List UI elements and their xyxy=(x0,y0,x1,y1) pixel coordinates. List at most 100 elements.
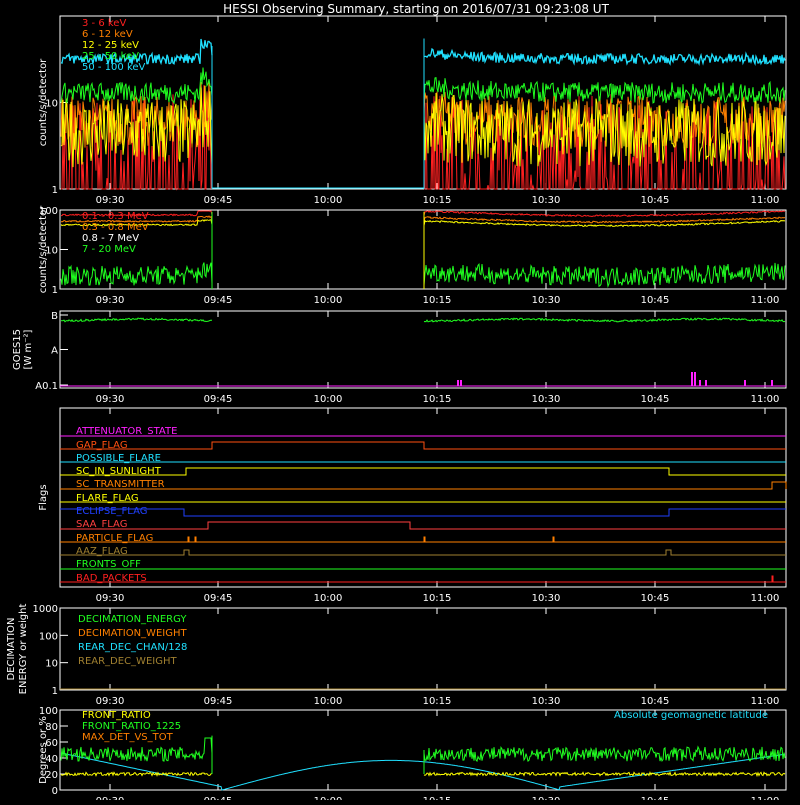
latitude-annotation: Absolute geomagnetic latitude xyxy=(614,710,768,721)
panel5-ylabel-line2: ENERGY or weight xyxy=(18,604,29,695)
flag-trace xyxy=(60,575,786,583)
time-tick-label: 10:30 xyxy=(532,195,561,206)
time-tick-label: 09:45 xyxy=(204,593,233,604)
gamma-series-2 xyxy=(60,215,786,224)
panel6-ylabel: Degrees or % xyxy=(38,716,49,784)
panel1-ylabel: counts/s/detector xyxy=(38,58,49,146)
legend-item: 0.8 - 7 MeV xyxy=(82,233,139,244)
time-tick-label: 10:30 xyxy=(532,796,561,800)
y-tick-label: 10 xyxy=(45,99,58,110)
flag-trace xyxy=(60,441,786,450)
time-tick-label: 10:00 xyxy=(314,593,343,604)
flag-label: PARTICLE_FLAG xyxy=(76,533,153,544)
goes-flux-line xyxy=(60,317,786,323)
time-tick-label: 10:45 xyxy=(641,394,670,405)
time-tick-label: 11:00 xyxy=(751,796,780,800)
front-ratio-1225-line xyxy=(60,737,786,763)
panel-frame-4 xyxy=(59,407,787,588)
time-tick-label: 09:45 xyxy=(204,394,233,405)
y-tick-label: 1 xyxy=(52,686,58,697)
legend-item: FRONT_RATIO xyxy=(82,710,151,721)
legend-item: REAR_DEC_WEIGHT xyxy=(78,656,177,667)
time-tick-label: 10:15 xyxy=(423,195,452,206)
legend-item: 7 - 20 MeV xyxy=(82,244,136,255)
time-tick-label: 11:00 xyxy=(751,696,780,707)
time-tick-label: 10:00 xyxy=(314,796,343,800)
gamma-series-3 xyxy=(60,219,786,228)
xray-series-5 xyxy=(60,38,786,67)
flag-label: SC_TRANSMITTER xyxy=(76,479,165,490)
flag-label: AAZ_FLAG xyxy=(76,546,128,557)
panel-frame-3 xyxy=(59,310,787,389)
time-tick-label: 09:45 xyxy=(204,295,233,306)
gamma-series-4 xyxy=(60,262,786,288)
flag-label: ATTENUATOR_STATE xyxy=(76,426,177,437)
front-ratio-line xyxy=(60,770,786,778)
y-tick-label: 20 xyxy=(45,770,58,781)
time-tick-label: 09:45 xyxy=(204,796,233,800)
gamma-series-1 xyxy=(61,210,786,218)
legend-item: REAR_DEC_CHAN/128 xyxy=(78,642,187,653)
panel4-ylabel: Flags xyxy=(38,484,49,510)
time-tick-label: 10:15 xyxy=(423,696,452,707)
y-tick-label: 40 xyxy=(45,754,58,765)
flag-trace xyxy=(60,467,786,476)
panel3-ylabel-units: [W m⁻²] xyxy=(23,329,34,369)
flag-trace xyxy=(60,508,786,517)
y-tick-label: 10 xyxy=(45,659,58,670)
time-tick-label: 11:00 xyxy=(751,394,780,405)
flag-label: SC_IN_SUNLIGHT xyxy=(76,466,162,477)
y-tick-label: 100 xyxy=(39,206,58,217)
time-tick-label: 10:30 xyxy=(532,394,561,405)
flag-trace xyxy=(60,549,786,556)
plot-title: HESSI Observing Summary, starting on 201… xyxy=(223,2,609,16)
flag-trace xyxy=(60,536,786,543)
time-tick-label: 10:30 xyxy=(532,696,561,707)
y-tick-label: 100 xyxy=(39,631,58,642)
time-tick-label: 10:30 xyxy=(532,593,561,604)
time-tick-label: 10:45 xyxy=(641,195,670,206)
flag-label: GAP_FLAG xyxy=(76,440,128,451)
flag-label: FRONTS_OFF xyxy=(76,559,141,570)
y-tick-label: A0.1 xyxy=(35,381,58,392)
panel2-ylabel: counts/s/detector xyxy=(38,205,49,293)
time-tick-label: 09:45 xyxy=(204,696,233,707)
panel-frame-5 xyxy=(59,607,787,691)
y-tick-label: 1 xyxy=(52,285,58,296)
time-tick-label: 10:00 xyxy=(314,195,343,206)
legend-item: 12 - 25 keV xyxy=(82,40,139,51)
flag-trace xyxy=(60,521,786,530)
time-tick-label: 09:30 xyxy=(96,394,125,405)
time-tick-label: 10:15 xyxy=(423,796,452,800)
legend-item: 6 - 12 keV xyxy=(82,29,133,40)
legend-item: 0.1 - 0.3 MeV xyxy=(82,211,149,222)
flag-label: SAA_FLAG xyxy=(76,519,127,530)
time-tick-label: 10:30 xyxy=(532,295,561,306)
time-tick-label: 09:30 xyxy=(96,796,125,800)
time-tick-label: 10:45 xyxy=(641,796,670,800)
legend-item: 25 - 50 keV xyxy=(82,51,139,62)
time-tick-label: 09:30 xyxy=(96,295,125,306)
y-tick-label: 1 xyxy=(52,185,58,196)
y-tick-label: 1000 xyxy=(33,604,58,615)
legend-item: 0.3 - 0.8 MeV xyxy=(82,222,149,233)
time-tick-label: 10:00 xyxy=(314,295,343,306)
panel5-ylabel-line1: DECIMATION xyxy=(6,617,17,680)
legend-item: MAX_DET_VS_TOT xyxy=(82,732,174,743)
flag-label: FLARE_FLAG xyxy=(76,493,139,504)
time-tick-label: 09:30 xyxy=(96,593,125,604)
flag-trace xyxy=(60,481,787,490)
time-tick-label: 10:00 xyxy=(314,696,343,707)
flag-label: POSSIBLE_FLARE xyxy=(76,453,161,464)
panel-frame-6 xyxy=(59,709,787,791)
time-tick-label: 09:30 xyxy=(96,195,125,206)
time-tick-label: 11:00 xyxy=(751,593,780,604)
flag-label: BAD_PACKETS xyxy=(76,573,147,584)
legend-item: 3 - 6 keV xyxy=(82,18,126,29)
legend-item: 50 - 100 keV xyxy=(82,62,146,73)
legend-item: FRONT_RATIO_1225 xyxy=(82,721,181,732)
time-tick-label: 09:30 xyxy=(96,696,125,707)
time-tick-label: 11:00 xyxy=(751,295,780,306)
